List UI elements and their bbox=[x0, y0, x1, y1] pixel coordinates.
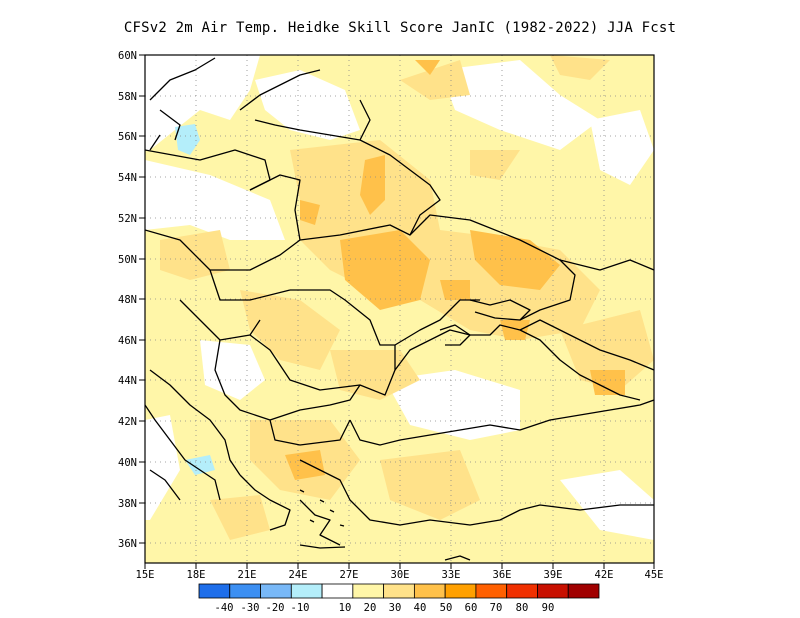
shaded-field bbox=[145, 55, 654, 563]
lon-tick-label: 24E bbox=[289, 569, 308, 581]
colorbar-label: 20 bbox=[364, 602, 377, 614]
colorbar-boxes bbox=[198, 583, 600, 599]
colorbar-box bbox=[537, 583, 569, 599]
lat-tick-label: 54N bbox=[118, 172, 137, 184]
lon-tick-label: 15E bbox=[136, 569, 155, 581]
colorbar-label: -30 bbox=[241, 602, 260, 614]
colorbar-label: -20 bbox=[266, 602, 285, 614]
border-poland-belarus bbox=[249, 174, 301, 241]
colorbar-box bbox=[352, 583, 385, 599]
lat-tick-label: 42N bbox=[118, 416, 137, 428]
lon-tick-label: 33E bbox=[442, 569, 461, 581]
coastlines-and-borders bbox=[145, 57, 654, 561]
crimea bbox=[439, 324, 471, 346]
coastline-black-sea-north bbox=[394, 324, 641, 401]
lat-tick-label: 44N bbox=[118, 375, 137, 387]
colorbar: -40 -30 -20 -10 10 20 30 40 50 60 70 80 … bbox=[198, 583, 600, 614]
colorbar-box bbox=[506, 583, 538, 599]
no-skill-area-turkey-east bbox=[560, 470, 654, 540]
colorbar-box bbox=[260, 583, 292, 599]
lon-tick-label: 27E bbox=[340, 569, 359, 581]
border-balkans bbox=[214, 339, 361, 446]
colorbar-box bbox=[321, 583, 354, 599]
coastline-scandinavia bbox=[149, 57, 216, 151]
colorbar-label: -10 bbox=[291, 602, 310, 614]
border-caucasus bbox=[519, 319, 654, 371]
colorbar-label: 60 bbox=[465, 602, 478, 614]
crete bbox=[299, 544, 346, 549]
colorbar-box bbox=[567, 583, 600, 599]
lat-tick-label: 50N bbox=[118, 254, 137, 266]
colorbar-box bbox=[290, 583, 323, 599]
colorbar-label: 10 bbox=[339, 602, 352, 614]
colorbar-box bbox=[383, 583, 415, 599]
coastline-adriatic bbox=[149, 369, 241, 476]
negative-skill-spot-italy bbox=[185, 455, 215, 475]
coastline-italy bbox=[145, 404, 221, 501]
colorbar-label: 40 bbox=[414, 602, 427, 614]
lat-tick-label: 60N bbox=[118, 50, 137, 62]
lat-tick-label: 36N bbox=[118, 538, 137, 550]
chart-title: CFSv2 2m Air Temp. Heidke Skill Score Ja… bbox=[123, 20, 677, 36]
colorbar-box bbox=[444, 583, 477, 599]
lon-tick-label: 36E bbox=[493, 569, 512, 581]
border-belarus-russia bbox=[359, 139, 441, 236]
border-ukraine-south bbox=[290, 289, 480, 346]
lon-tick-label: 18E bbox=[187, 569, 206, 581]
border-ukraine bbox=[299, 214, 576, 321]
border-romania bbox=[249, 334, 396, 396]
lat-tick-label: 38N bbox=[118, 498, 137, 510]
colorbar-box bbox=[198, 583, 231, 599]
lat-tick-label: 56N bbox=[118, 131, 137, 143]
aegean-islands bbox=[299, 489, 345, 527]
lat-tick-label: 52N bbox=[118, 213, 137, 225]
cyprus bbox=[444, 555, 471, 561]
lon-tick-label: 30E bbox=[391, 569, 410, 581]
coastline-turkey bbox=[349, 399, 654, 526]
colorbar-label: 30 bbox=[389, 602, 402, 614]
coastline-greece bbox=[239, 459, 351, 546]
border-russia-east bbox=[559, 259, 654, 271]
lon-tick-label: 21E bbox=[238, 569, 257, 581]
colorbar-box bbox=[413, 583, 446, 599]
no-skill-area-baltic bbox=[255, 70, 360, 140]
sea-of-azov bbox=[469, 299, 531, 321]
no-skill-area-north-russia bbox=[440, 60, 600, 150]
colorbar-box bbox=[229, 583, 261, 599]
no-skill-area-east bbox=[590, 110, 654, 185]
no-skill-area-balkans bbox=[200, 340, 265, 400]
colorbar-labels: -40 -30 -20 -10 10 20 30 40 50 60 70 80 … bbox=[215, 602, 555, 614]
lon-tick-label: 39E bbox=[544, 569, 563, 581]
colorbar-box bbox=[475, 583, 508, 599]
no-skill-area-black-sea bbox=[385, 370, 520, 440]
colorbar-label: 70 bbox=[490, 602, 503, 614]
lat-tick-label: 58N bbox=[118, 91, 137, 103]
lat-tick-label: 46N bbox=[118, 335, 137, 347]
colorbar-label: 90 bbox=[542, 602, 555, 614]
lat-tick-label: 40N bbox=[118, 457, 137, 469]
axis-ticks bbox=[139, 54, 655, 569]
lon-tick-labels: 15E 18E 21E 24E 27E 30E 33E 36E 39E 42E … bbox=[136, 569, 664, 581]
lat-tick-labels: 36N 38N 40N 42N 44N 46N 48N 50N 52N 54N … bbox=[118, 50, 137, 550]
lon-tick-label: 45E bbox=[645, 569, 664, 581]
negative-skill-spot-baltic bbox=[175, 124, 200, 155]
colorbar-label: -40 bbox=[215, 602, 234, 614]
lat-tick-label: 48N bbox=[118, 294, 137, 306]
no-skill-area-poland bbox=[145, 160, 285, 240]
lon-tick-label: 42E bbox=[595, 569, 614, 581]
colorbar-label: 80 bbox=[516, 602, 529, 614]
colorbar-label: 50 bbox=[440, 602, 453, 614]
